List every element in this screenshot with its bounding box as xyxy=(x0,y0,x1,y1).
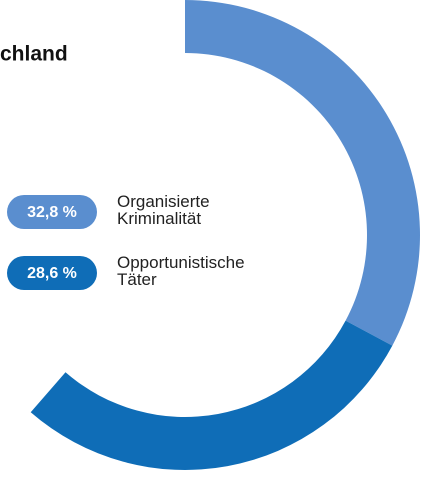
chart-title: chland xyxy=(0,43,68,66)
value-badge xyxy=(7,195,97,229)
value-label: 28,6 % xyxy=(27,265,77,282)
donut-segment xyxy=(30,320,393,470)
donut-segment xyxy=(185,0,420,346)
legend-label: Organisierte Kriminalität xyxy=(117,192,214,228)
legend-label: Opportunistische Täter xyxy=(117,253,249,289)
value-badge xyxy=(7,256,97,290)
value-label: 32,8 % xyxy=(27,204,77,221)
